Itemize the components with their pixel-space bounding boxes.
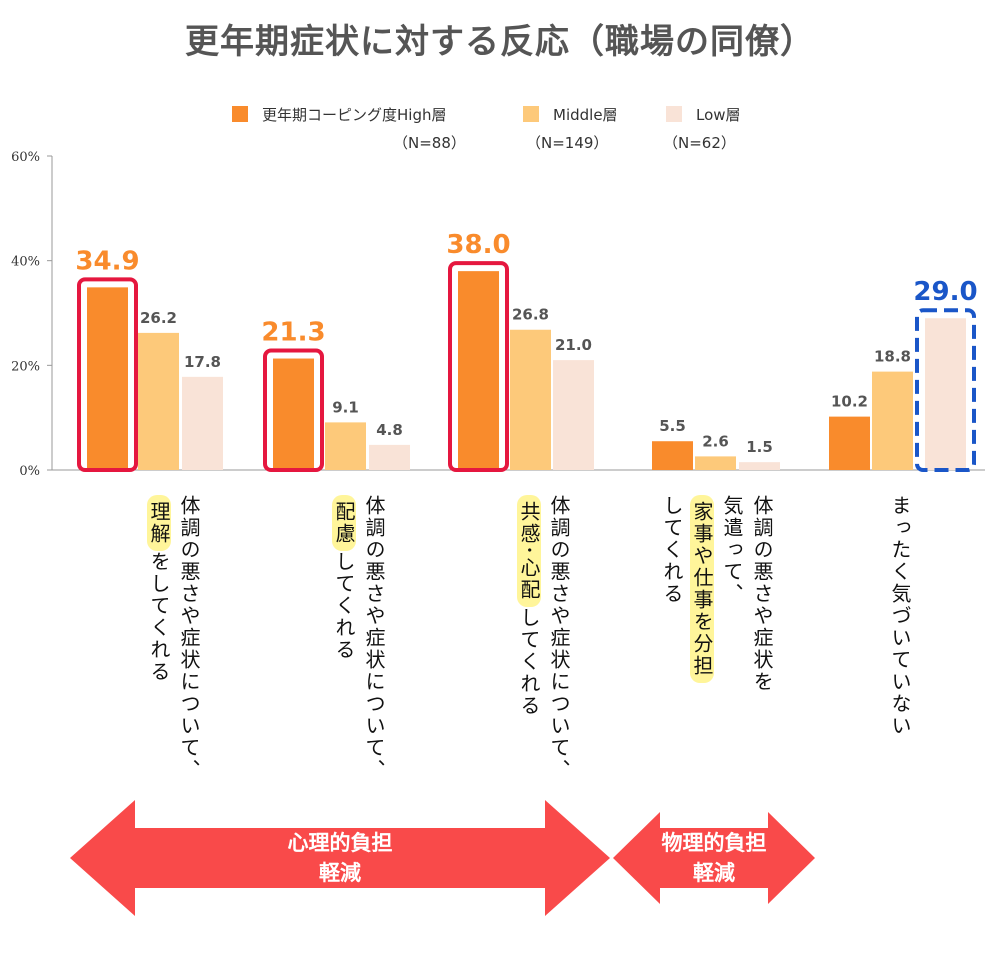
y-tick-label: 20%: [11, 359, 40, 374]
category-highlight: 理解: [147, 495, 171, 551]
bar-2-1: [369, 444, 410, 470]
bar-1-2: [510, 329, 551, 470]
highlight-box: [263, 348, 324, 472]
highlight-box: [915, 308, 976, 472]
data-label: 5.5: [659, 417, 686, 435]
category-text: まったく気づいていない: [888, 495, 912, 737]
category-highlight: 共感･心配: [517, 495, 541, 607]
legend-high: 更年期コーピング度High層: [232, 104, 446, 125]
legend-middle: Middle層: [523, 104, 618, 125]
category-text: 体調の悪さや症状について、: [362, 495, 386, 781]
data-label: 38.0: [446, 230, 510, 260]
bar-0-2: [458, 271, 499, 470]
arrow-label-line: 軽減: [319, 861, 361, 885]
arrow-psychological: [70, 800, 610, 916]
bar-1-3: [695, 456, 736, 470]
category-label-1: 体調の悪さや症状について、: [360, 495, 388, 781]
arrow-label-line: 心理的負担: [287, 831, 393, 855]
category-label-3: 気遣って、: [718, 495, 746, 605]
data-label: 29.0: [913, 277, 977, 307]
data-label: 26.2: [140, 309, 177, 327]
chart-title: 更年期症状に対する反応（職場の同僚）: [185, 22, 815, 62]
legend-n: （N=88）: [393, 134, 466, 152]
arrow-label-psychological: 心理的負担 軽減: [260, 828, 420, 888]
bar-2-2: [553, 360, 594, 470]
data-label: 17.8: [184, 353, 221, 371]
arrow-label-line: 軽減: [693, 861, 735, 885]
category-text: してくれる: [517, 607, 541, 717]
highlight-box: [77, 277, 138, 472]
category-text: してくれる: [332, 551, 356, 661]
data-label: 4.8: [376, 421, 403, 439]
y-tick-label: 40%: [11, 255, 40, 270]
highlight-box: [448, 261, 509, 472]
data-label: 10.2: [831, 393, 868, 411]
arrow-label-line: 物理的負担: [661, 831, 767, 855]
bar-0-3: [652, 441, 693, 470]
y-tick-label: 60%: [11, 150, 40, 165]
bar-0-1: [273, 358, 314, 470]
category-label-0: 理解をしてくれる: [145, 495, 173, 683]
legend-low: Low層: [666, 104, 741, 125]
y-tick-label: 0%: [19, 464, 40, 479]
category-text: 体調の悪さや症状について、: [177, 495, 201, 781]
category-label-2: 体調の悪さや症状について、: [545, 495, 573, 781]
bar-2-3: [739, 462, 780, 470]
category-label-1: 配慮してくれる: [330, 495, 358, 661]
data-label: 26.8: [512, 306, 549, 324]
data-label: 2.6: [702, 432, 729, 450]
bar-1-4: [872, 371, 913, 470]
data-label: 34.9: [75, 246, 139, 276]
category-label-2: 共感･心配してくれる: [515, 495, 543, 717]
category-label-3: してくれる: [658, 495, 686, 605]
legend-swatch: [666, 106, 682, 122]
data-label: 21.0: [555, 336, 592, 354]
category-text: 体調の悪さや症状について、: [547, 495, 571, 781]
data-label: 1.5: [746, 438, 773, 456]
legend-n: （N=149）: [526, 134, 609, 152]
data-label: 9.1: [332, 398, 359, 416]
data-label: 18.8: [874, 348, 911, 366]
legend-swatch: [232, 106, 248, 122]
category-label-0: 体調の悪さや症状について、: [175, 495, 203, 781]
legend-swatch: [523, 106, 539, 122]
category-text: してくれる: [660, 495, 684, 605]
legend-label: 更年期コーピング度High層: [262, 106, 447, 124]
legend-n: （N=62）: [663, 134, 736, 152]
data-label: 21.3: [261, 318, 325, 348]
category-highlight: 配慮: [332, 495, 356, 551]
category-label-3: 体調の悪さや症状を: [748, 495, 776, 693]
legend-label: Middle層: [553, 106, 618, 124]
bar-1-1: [325, 422, 366, 470]
category-text: 気遣って、: [720, 495, 744, 605]
legend-label: Low層: [696, 106, 741, 124]
arrow-label-physical: 物理的負担 軽減: [634, 828, 794, 888]
category-highlight: 家事や仕事を分担: [690, 495, 714, 683]
arrow-physical: [613, 812, 815, 904]
bar-2-4: [925, 318, 966, 470]
category-label-4: まったく気づいていない: [886, 495, 914, 737]
bar-0-4: [829, 416, 870, 470]
category-label-3: 家事や仕事を分担: [688, 495, 716, 683]
bar-2-0: [182, 376, 223, 470]
category-text: 体調の悪さや症状を: [750, 495, 774, 693]
bar-0-0: [87, 287, 128, 470]
bar-1-0: [138, 332, 179, 470]
category-text: をしてくれる: [147, 551, 171, 683]
